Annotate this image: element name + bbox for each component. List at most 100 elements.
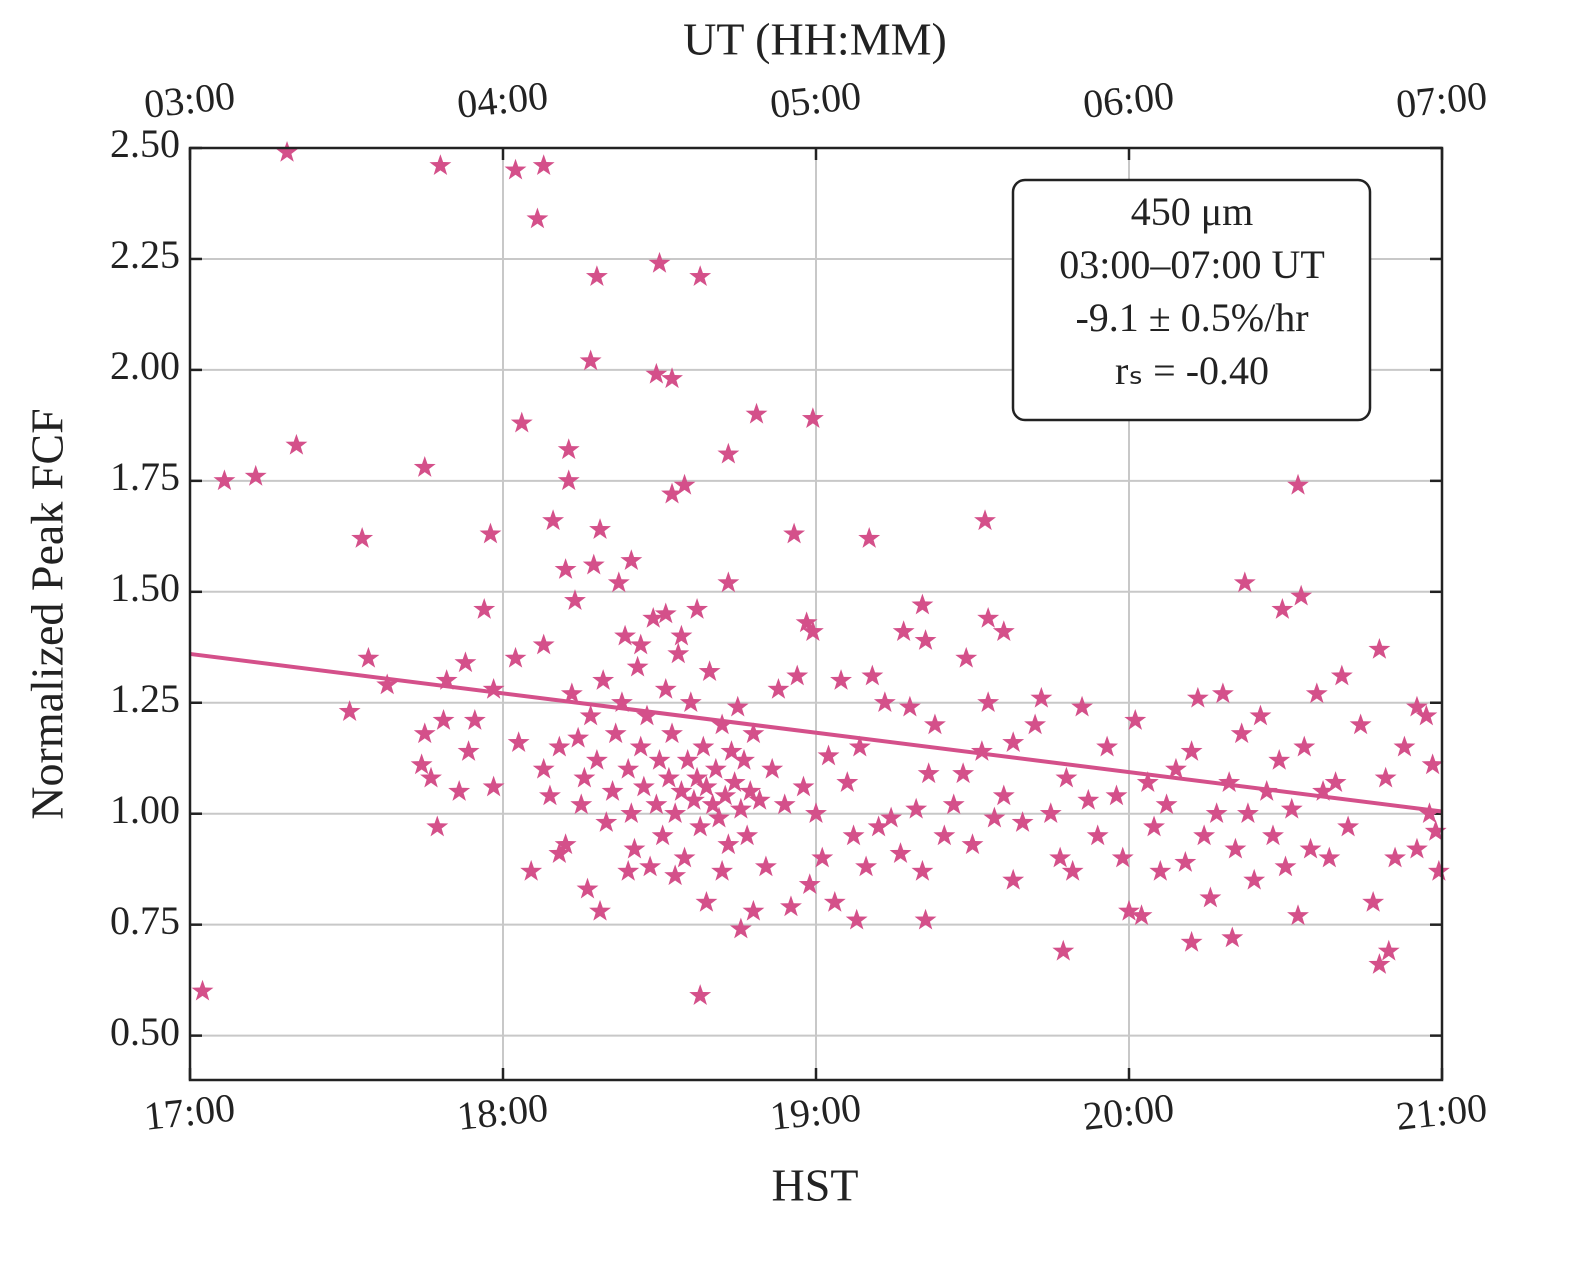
scatter-point <box>611 691 633 713</box>
scatter-point <box>413 456 436 477</box>
scatter-point <box>673 473 696 495</box>
scatter-point <box>805 802 827 824</box>
scatter-point <box>592 669 615 690</box>
scatter-point <box>548 735 571 757</box>
scatter-point <box>811 846 834 868</box>
scatter-point <box>670 624 693 646</box>
scatter-point <box>507 731 530 753</box>
y-tick-label: 2.50 <box>110 121 180 166</box>
scatter-point <box>1287 904 1309 926</box>
scatter-point <box>564 589 586 610</box>
scatter-point <box>729 917 752 939</box>
scatter-point <box>661 722 683 744</box>
scatter-point <box>1312 780 1334 801</box>
scatter-point <box>983 806 1006 828</box>
scatter-point <box>773 793 796 815</box>
scatter-point <box>670 780 693 801</box>
scatter-point <box>554 833 577 855</box>
scatter-point <box>1368 638 1391 659</box>
scatter-point <box>992 620 1015 642</box>
annotation-text: 03:00–07:00 UT <box>1059 242 1325 287</box>
scatter-point <box>783 522 806 544</box>
scatter-point <box>1218 771 1241 792</box>
scatter-point <box>1071 695 1093 717</box>
scatter-point <box>711 713 734 735</box>
scatter-point <box>629 633 652 655</box>
scatter-point <box>682 788 705 810</box>
scatter-point <box>520 859 543 881</box>
scatter-point <box>1406 837 1428 859</box>
x2-tick-label: 06:00 <box>1081 73 1176 127</box>
scatter-point <box>914 908 937 930</box>
scatter-point <box>463 709 486 730</box>
scatter-point <box>532 633 555 655</box>
scatter-point <box>432 709 455 730</box>
scatter-point <box>845 908 868 930</box>
scatter-point <box>801 620 824 642</box>
scatter-point <box>1011 811 1034 832</box>
scatter-point <box>992 784 1015 806</box>
scatter-point <box>842 824 865 846</box>
scatter-point <box>1233 571 1256 593</box>
scatter-point <box>848 735 871 757</box>
y-tick-label: 1.50 <box>110 565 180 610</box>
x2-tick-label: 03:00 <box>142 73 237 127</box>
scatter-point <box>482 677 505 699</box>
scatter-point <box>801 407 824 429</box>
scatter-point <box>701 793 724 815</box>
scatter-point <box>1268 748 1291 770</box>
scatter-point <box>977 606 1000 628</box>
scatter-point <box>961 833 984 855</box>
scatter-point <box>617 859 640 881</box>
scatter-point <box>761 757 784 779</box>
scatter-point <box>1418 802 1441 824</box>
x-tick-label: 17:00 <box>142 1085 237 1139</box>
scatter-point <box>1055 766 1078 788</box>
scatter-point <box>823 890 846 912</box>
scatter-point <box>426 815 449 837</box>
scatter-point <box>1124 709 1147 730</box>
scatter-point <box>654 677 677 699</box>
scatter-point <box>1086 824 1109 846</box>
y-axis-title: Normalized Peak FCF <box>22 408 73 819</box>
scatter-point <box>213 469 236 491</box>
scatter-point <box>898 695 921 717</box>
scatter-point <box>952 762 975 784</box>
scatter-point <box>285 433 308 455</box>
scatter-point <box>1149 859 1172 881</box>
scatter-point <box>589 518 611 539</box>
scatter-point <box>651 824 674 846</box>
scatter-point <box>861 664 884 686</box>
scatter-point <box>579 704 602 726</box>
scatter-point <box>1136 771 1159 792</box>
scatter-point <box>733 748 755 770</box>
scatter-point <box>686 766 708 788</box>
scatter-point <box>473 598 496 619</box>
scatter-point <box>698 660 721 681</box>
scatter-point <box>1096 735 1119 757</box>
scatter-point <box>1052 939 1075 961</box>
scatter-point <box>1211 682 1234 704</box>
scatter-point <box>636 704 658 726</box>
scatter-point <box>1111 846 1134 868</box>
scatter-point <box>645 362 668 384</box>
x-tick-label: 20:00 <box>1081 1085 1176 1139</box>
plot-frame <box>188 146 1444 1082</box>
scatter-point <box>560 682 583 704</box>
scatter-point <box>1374 766 1397 788</box>
scatter-point <box>632 775 655 797</box>
scatter-point <box>867 815 890 837</box>
scatter-point <box>1337 815 1360 837</box>
scatter-point <box>576 877 599 899</box>
scatter-point <box>914 629 937 650</box>
scatter-point <box>880 806 903 828</box>
scatter-point <box>504 158 527 180</box>
scatter-point <box>1205 802 1228 824</box>
scatter-point <box>729 797 752 819</box>
scatter-point <box>1221 926 1244 948</box>
scatter-point <box>542 509 565 531</box>
scatter-point <box>510 411 533 433</box>
scatter-point <box>1262 824 1284 846</box>
scatter-point <box>585 748 608 770</box>
